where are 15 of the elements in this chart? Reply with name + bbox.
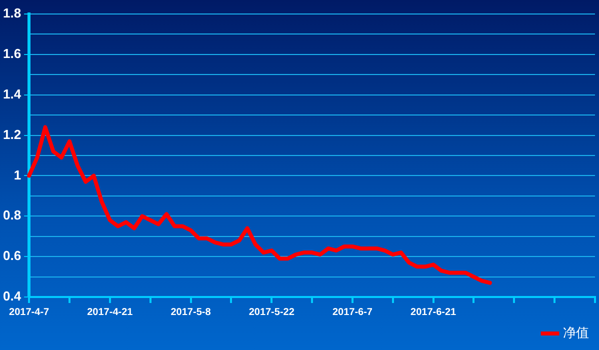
legend-label: 净值 xyxy=(563,326,589,341)
y-tick-label: 1.2 xyxy=(2,126,22,142)
y-tick-label: 0.6 xyxy=(2,248,22,264)
x-tick-label: 2017-5-22 xyxy=(248,306,295,318)
y-tick-label: 1.8 xyxy=(2,6,22,21)
y-tick-label: 1 xyxy=(14,167,22,182)
x-tick-label: 2017-6-7 xyxy=(332,306,373,318)
y-tick-label: 0.4 xyxy=(2,288,22,304)
y-tick-label: 1.4 xyxy=(2,86,22,102)
x-tick-label: 2017-6-21 xyxy=(410,306,457,318)
y-tick-label: 0.8 xyxy=(2,208,22,223)
x-tick-label: 2017-4-21 xyxy=(87,306,134,318)
y-tick-label: 1.6 xyxy=(2,46,22,62)
x-tick-label: 2017-4-7 xyxy=(9,306,50,318)
x-tick-label: 2017-5-8 xyxy=(170,306,212,318)
